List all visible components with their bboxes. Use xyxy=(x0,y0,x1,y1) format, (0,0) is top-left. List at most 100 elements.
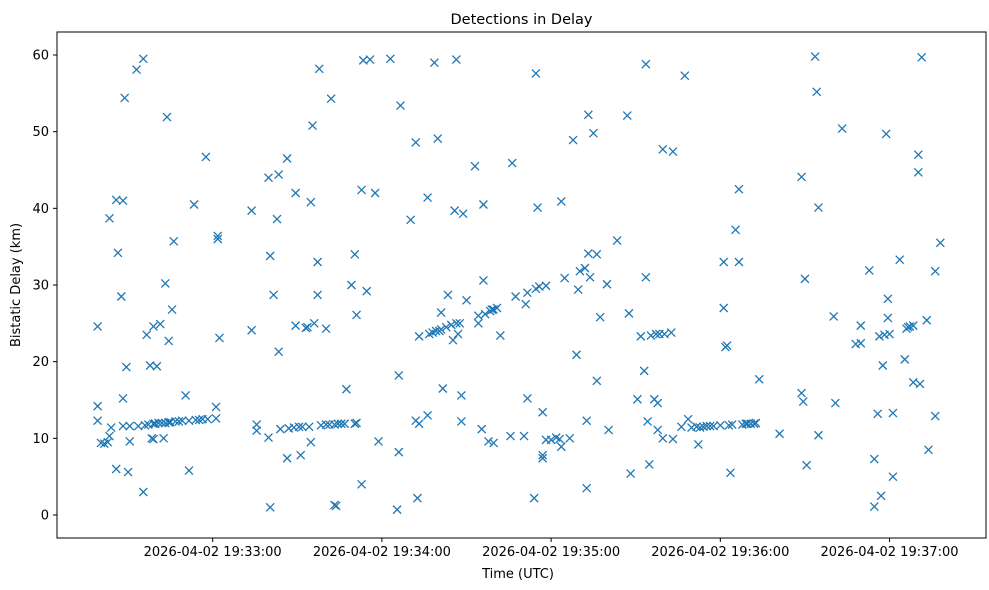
data-point xyxy=(636,331,646,341)
y-tick-label: 50 xyxy=(32,125,49,140)
data-point xyxy=(680,71,690,81)
data-point xyxy=(869,502,879,512)
data-point xyxy=(346,280,356,290)
data-point xyxy=(864,265,874,275)
data-point xyxy=(264,173,273,183)
data-point xyxy=(309,318,319,328)
data-point xyxy=(194,415,204,425)
data-point xyxy=(374,436,383,446)
chart-title: Detections in Delay xyxy=(450,12,592,28)
data-point xyxy=(448,335,458,345)
data-point xyxy=(313,257,323,267)
data-point xyxy=(414,331,424,341)
data-point xyxy=(302,322,312,332)
data-point xyxy=(507,158,517,168)
data-point xyxy=(93,321,103,331)
data-point xyxy=(641,272,651,282)
data-point xyxy=(903,322,913,332)
data-point xyxy=(296,450,306,460)
data-point xyxy=(812,87,822,97)
data-point xyxy=(572,350,581,360)
data-point xyxy=(93,401,103,411)
data-point xyxy=(885,329,895,339)
y-tick-label: 60 xyxy=(32,49,49,64)
data-point xyxy=(775,429,785,439)
data-point xyxy=(169,236,179,246)
data-point xyxy=(644,459,654,469)
data-point xyxy=(211,402,221,412)
data-point xyxy=(436,325,446,334)
data-point xyxy=(583,110,593,120)
data-point xyxy=(719,303,729,313)
data-point xyxy=(749,419,759,429)
data-point xyxy=(125,436,135,446)
data-point xyxy=(394,371,404,380)
data-point xyxy=(604,425,614,435)
data-point xyxy=(719,257,729,267)
data-point xyxy=(104,213,114,223)
data-point xyxy=(120,93,130,103)
data-point xyxy=(595,312,605,322)
data-point xyxy=(913,167,923,177)
data-point xyxy=(396,101,405,111)
data-point xyxy=(456,390,466,400)
data-point xyxy=(385,54,395,64)
data-point xyxy=(152,361,162,371)
data-point xyxy=(924,445,933,455)
y-axis-label: Bistatic Delay (km) xyxy=(9,223,24,347)
data-point xyxy=(568,135,578,145)
data-point xyxy=(869,454,879,464)
data-point xyxy=(895,255,905,265)
data-point xyxy=(538,450,548,460)
data-point xyxy=(148,434,158,444)
data-point xyxy=(506,431,515,441)
data-point xyxy=(269,290,279,300)
data-point xyxy=(583,249,593,259)
data-point xyxy=(556,196,566,206)
data-point xyxy=(340,419,350,429)
data-point xyxy=(878,361,888,370)
data-point xyxy=(365,55,375,65)
data-point xyxy=(433,134,443,144)
data-point xyxy=(352,310,361,320)
data-point xyxy=(321,420,331,429)
data-point xyxy=(533,203,543,213)
data-point xyxy=(798,397,808,406)
data-point xyxy=(538,453,548,463)
data-point xyxy=(668,434,678,444)
data-point xyxy=(538,407,548,417)
data-point xyxy=(167,305,177,314)
data-point xyxy=(406,215,416,225)
data-point xyxy=(265,502,275,512)
y-tick-label: 0 xyxy=(41,509,49,524)
data-point xyxy=(272,214,282,224)
data-point xyxy=(247,206,257,216)
data-point xyxy=(306,197,316,207)
data-point xyxy=(702,421,712,431)
data-point xyxy=(715,420,725,430)
data-point xyxy=(301,323,311,333)
data-point xyxy=(653,425,663,435)
data-point xyxy=(438,384,448,393)
data-point xyxy=(908,321,918,331)
x-axis-label: Time (UTC) xyxy=(481,567,554,582)
data-point xyxy=(431,326,441,336)
data-point xyxy=(350,249,360,259)
data-point xyxy=(412,493,422,503)
data-point xyxy=(111,464,121,474)
data-point xyxy=(443,290,453,300)
data-point xyxy=(291,321,301,331)
data-point xyxy=(565,433,575,443)
data-point xyxy=(159,433,169,443)
data-point xyxy=(304,422,314,432)
data-point xyxy=(624,308,634,318)
data-point xyxy=(668,147,678,157)
data-point xyxy=(462,295,471,305)
data-point xyxy=(451,55,461,65)
data-point xyxy=(282,154,292,163)
data-point xyxy=(830,398,840,408)
data-point xyxy=(154,418,163,428)
data-point xyxy=(876,491,886,501)
data-point xyxy=(458,209,468,219)
data-point xyxy=(582,483,592,493)
